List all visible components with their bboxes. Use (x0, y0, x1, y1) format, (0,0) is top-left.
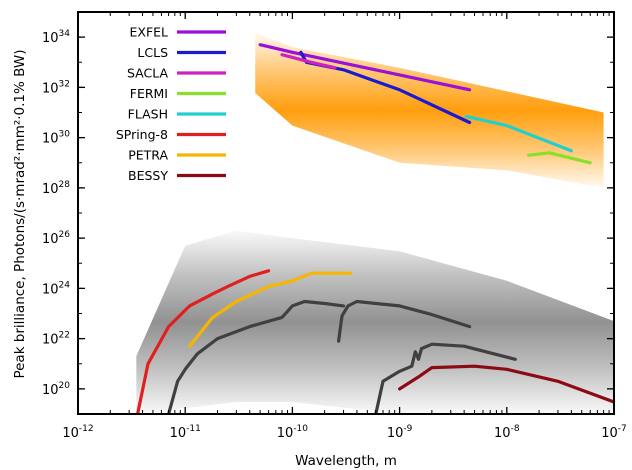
fermi-series-line (527, 151, 592, 165)
y-tick-label: 1020 (42, 381, 70, 398)
y-tick-label: 1032 (42, 79, 70, 96)
x-axis-title: Wavelength, m (295, 453, 397, 469)
data-series (136, 43, 614, 414)
free-electron-lasers-band (255, 32, 604, 188)
unlabeled-series-line (337, 299, 472, 343)
petra-series-line (188, 271, 353, 348)
legend-label: PETRA (128, 148, 168, 163)
legend-label: SPring-8 (116, 127, 168, 142)
y-tick-label: 1024 (42, 280, 70, 297)
x-tick-label: 10-11 (170, 424, 201, 441)
x-tick-label: 10-9 (387, 424, 413, 441)
x-tick-label: 10-8 (494, 424, 520, 441)
legend-label: EXFEL (129, 25, 168, 40)
legend-label: BESSY (128, 168, 168, 183)
x-tick-label: 10-10 (277, 424, 309, 441)
spring-8-series-line (136, 269, 271, 414)
legend-label: FLASH (128, 107, 168, 122)
y-tick-label: 1030 (42, 130, 70, 147)
bessy-series-line (398, 364, 614, 404)
y-tick-label: 1026 (42, 230, 70, 247)
y-tick-label: 1034 (42, 29, 70, 46)
legend: EXFEL LCLS SACLA FERMI FLASH SPring-8 PETRA BES… (116, 25, 226, 183)
sacla-series-line (280, 53, 337, 70)
x-tick-label: 10-12 (62, 424, 93, 441)
exfel-series-line (258, 43, 472, 92)
y-axis-title: Peak brilliance, Photons/(s·mrad²·mm²·0.… (12, 49, 28, 378)
unlabeled-series-line (167, 299, 346, 414)
axes: 10-12 10-11 10-10 10-9 10-8 10-7 1020 1022 1024 1… (42, 11, 627, 441)
legend-label: SACLA (127, 66, 168, 81)
shaded-bands (136, 32, 614, 414)
x-tick-label: 10-7 (601, 424, 627, 441)
flash-series-line (464, 114, 573, 153)
legend-label: FERMI (130, 86, 168, 101)
unlabeled-series-line (374, 342, 517, 414)
y-tick-label: 1028 (42, 180, 70, 197)
legend-label: LCLS (137, 45, 168, 60)
y-tick-label: 1022 (42, 331, 70, 348)
